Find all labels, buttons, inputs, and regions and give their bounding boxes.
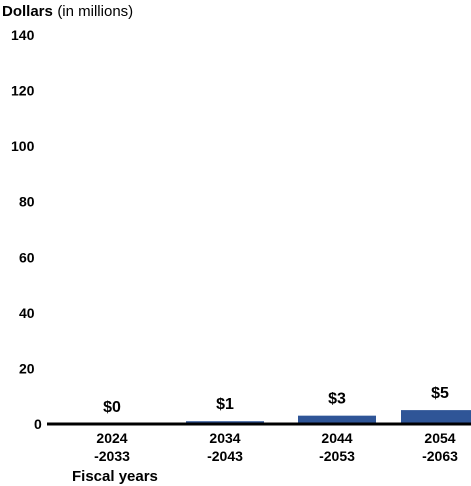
y-tick-label: 40 — [19, 305, 35, 321]
y-tick-label: 140 — [11, 27, 35, 43]
y-tick-label: 100 — [11, 138, 35, 154]
x-tick-label: 2054 — [424, 430, 455, 446]
x-tick-label: -2063 — [422, 448, 458, 464]
data-label: $0 — [103, 399, 121, 416]
y-axis-label-main: Dollars — [2, 3, 53, 20]
x-tick-label: -2043 — [207, 448, 243, 464]
bar — [298, 415, 376, 424]
y-axis-label: Dollars (in millions) — [2, 3, 133, 20]
x-tick-label: -2033 — [94, 448, 130, 464]
y-tick-label: 120 — [11, 83, 35, 99]
bars: $0 $1 $3 $5 — [103, 385, 471, 424]
y-tick-label: 20 — [19, 360, 35, 376]
bar — [401, 410, 471, 424]
x-tick-label: -2053 — [319, 448, 355, 464]
data-label: $1 — [216, 396, 234, 413]
x-tick-label: 2024 — [96, 430, 127, 446]
x-axis-label: Fiscal years — [72, 468, 158, 485]
y-axis-ticks: 0 20 40 60 80 100 120 140 — [11, 27, 42, 432]
y-axis-label-unit: (in millions) — [57, 3, 133, 20]
x-axis-category-labels: 2024 -2033 2034 -2043 2044 -2053 2054 -2063 — [94, 430, 458, 464]
x-tick-label: 2044 — [321, 430, 352, 446]
y-tick-label: 80 — [19, 194, 35, 210]
y-tick-label: 0 — [34, 416, 42, 432]
y-tick-label: 60 — [19, 249, 35, 265]
x-tick-label: 2034 — [209, 430, 240, 446]
data-label: $3 — [328, 391, 346, 408]
data-label: $5 — [431, 385, 449, 402]
